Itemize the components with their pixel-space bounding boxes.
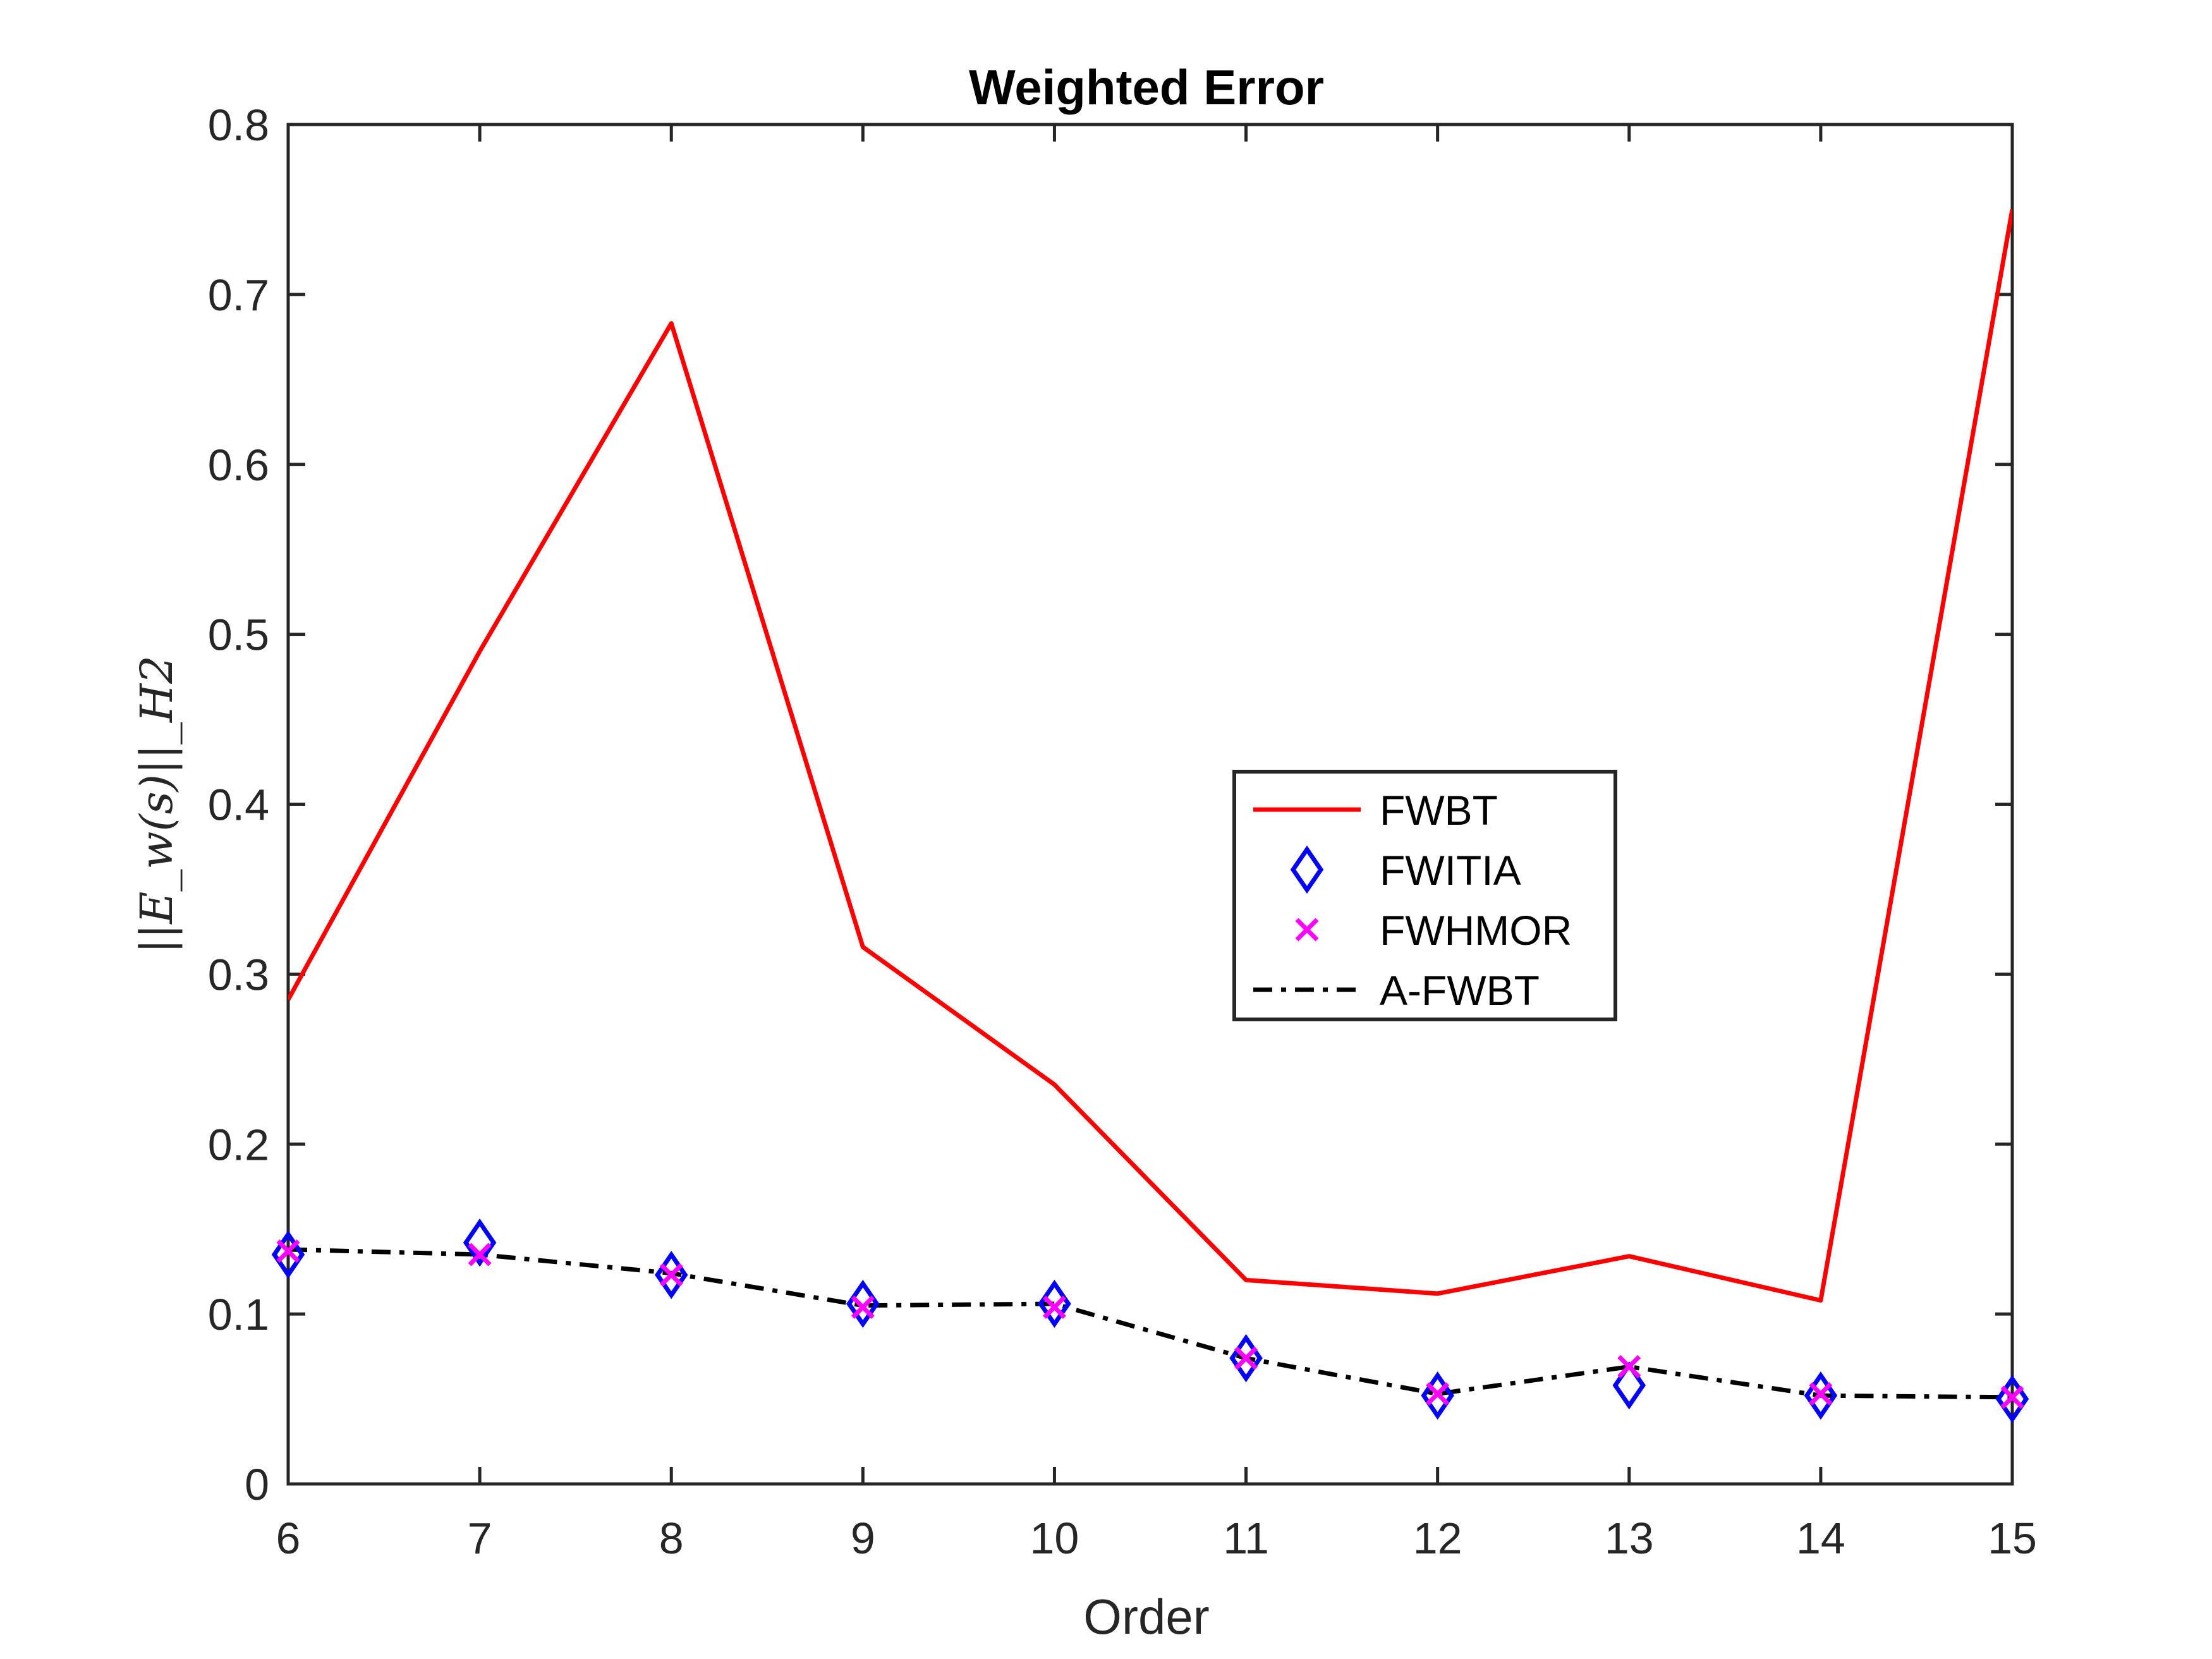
x-stroke xyxy=(1295,918,1319,942)
x-stroke xyxy=(1809,1382,1833,1406)
x-stroke xyxy=(2000,1385,2024,1409)
point-fwitia xyxy=(1804,1371,1838,1420)
point-fwhmor xyxy=(468,1243,492,1267)
point-fwitia xyxy=(1612,1361,1646,1410)
legend-label-a-fwbt: A-FWBT xyxy=(1380,967,1540,1014)
x-stroke xyxy=(1042,1295,1066,1319)
legend-swatch-fwhmor xyxy=(1295,918,1319,942)
y-tick-label: 0.7 xyxy=(208,270,269,320)
y-tick-label: 0.2 xyxy=(208,1120,269,1169)
x-stroke xyxy=(1617,1355,1641,1378)
x-stroke xyxy=(659,1263,683,1287)
point-fwhmor xyxy=(1809,1382,1833,1406)
chart-title: Weighted Error xyxy=(969,59,1324,115)
x-stroke xyxy=(276,1239,300,1263)
x-tick-label: 10 xyxy=(1030,1514,1079,1563)
x-stroke xyxy=(468,1243,492,1267)
point-fwhmor xyxy=(1234,1346,1258,1370)
point-fwhmor xyxy=(851,1295,875,1319)
y-tick-label: 0.4 xyxy=(208,781,269,830)
legend-label-fwitia: FWITIA xyxy=(1380,847,1521,894)
point-fwitia xyxy=(1995,1375,2029,1423)
y-tick-label: 0.3 xyxy=(208,950,269,999)
legend: FWBT FWITIA FWHMOR A-FWBT xyxy=(1232,770,1617,1021)
x-stroke xyxy=(851,1295,875,1319)
point-fwhmor xyxy=(276,1239,300,1263)
legend-label-fwhmor: FWHMOR xyxy=(1380,907,1572,954)
point-fwhmor xyxy=(1042,1295,1066,1319)
y-axis-label: ||E_w(s)||_H2 xyxy=(131,655,183,953)
y-tick-label: 0.8 xyxy=(208,100,269,150)
point-fwhmor xyxy=(2000,1385,2024,1409)
point-fwhmor xyxy=(1426,1382,1450,1406)
legend-label-fwbt: FWBT xyxy=(1380,787,1498,834)
legend-swatch-fwitia xyxy=(1290,845,1324,894)
series-line-fwbt xyxy=(288,209,2012,1303)
x-tick-label: 13 xyxy=(1605,1514,1654,1563)
point-fwitia xyxy=(271,1230,305,1279)
plot-area: 6 7 8 9 10 11 12 13 14 15 0 0.1 0.2 0.3 0.4 0.5 0.6 0.7 0.… xyxy=(208,100,2037,1563)
point-fwhmor xyxy=(659,1263,683,1287)
x-stroke xyxy=(1234,1346,1258,1370)
x-tick-label: 12 xyxy=(1413,1514,1462,1563)
y-tick-label: 0.1 xyxy=(208,1290,269,1339)
x-tick-label: 7 xyxy=(468,1514,492,1563)
x-tick-label: 6 xyxy=(276,1514,301,1563)
point-fwitia xyxy=(463,1218,497,1267)
x-tick-label: 8 xyxy=(659,1514,684,1563)
x-tick-label: 15 xyxy=(1988,1514,2037,1563)
y-tick-label: 0.5 xyxy=(208,611,269,660)
x-stroke xyxy=(1426,1382,1450,1406)
legend-box xyxy=(1232,770,1617,1021)
x-tick-label: 11 xyxy=(1223,1514,1269,1563)
point-fwitia xyxy=(1421,1371,1454,1420)
point-fwhmor xyxy=(1617,1355,1641,1378)
x-tick-label: 14 xyxy=(1796,1514,1845,1563)
x-axis-label: Order xyxy=(1083,1589,1209,1644)
x-tick-label: 9 xyxy=(851,1514,875,1563)
y-tick-label: 0.6 xyxy=(208,441,269,490)
y-tick-label: 0 xyxy=(245,1460,269,1509)
